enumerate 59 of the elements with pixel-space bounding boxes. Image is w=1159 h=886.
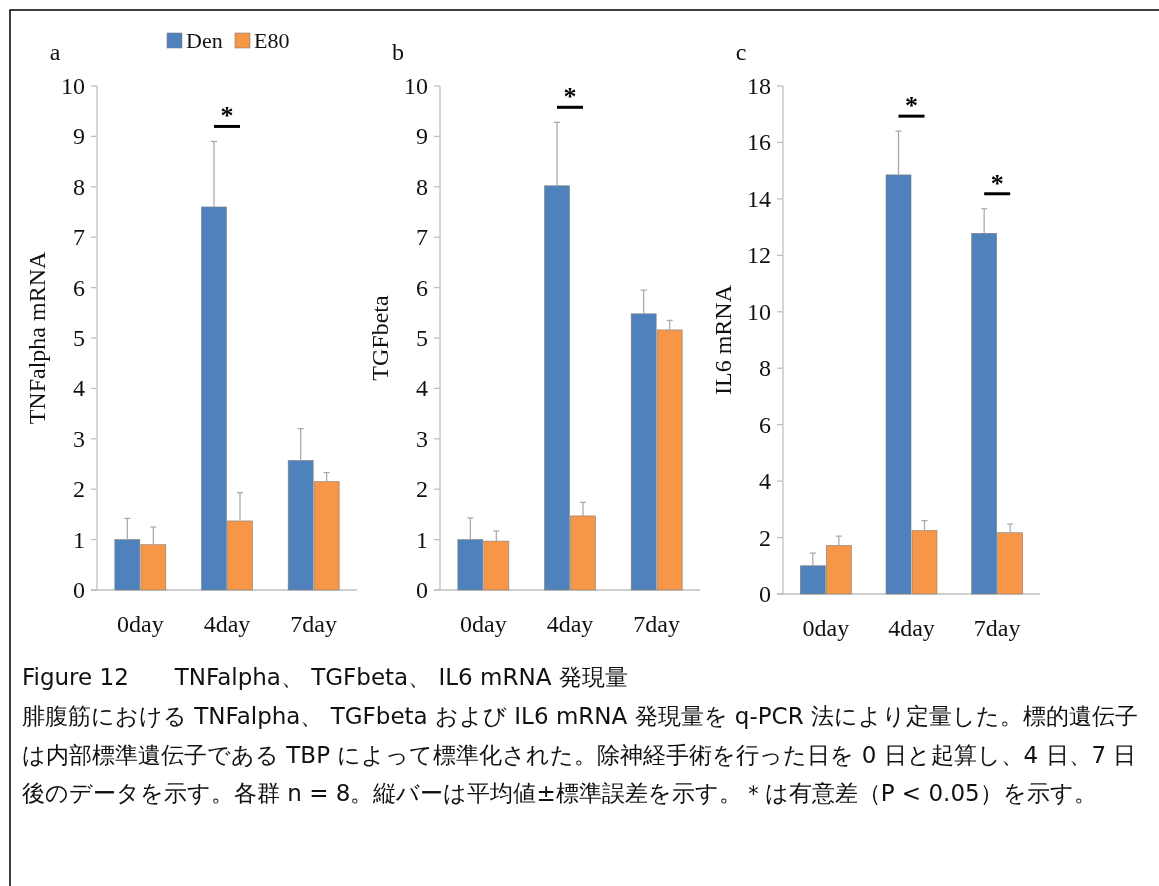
- legend-label: E80: [254, 28, 290, 53]
- chart-title: a: [49, 39, 61, 65]
- annotation: *: [990, 168, 1004, 198]
- y-tick-label: 10: [747, 298, 771, 325]
- y-tick-label: 8: [73, 173, 85, 200]
- y-tick-label: 5: [416, 325, 428, 351]
- y-tick-label: 8: [416, 173, 428, 200]
- x-tick-label: 7day: [290, 611, 337, 637]
- y-tick-label: 4: [73, 375, 85, 402]
- significance-bracket: *: [557, 82, 583, 112]
- y-tick-label: 10: [61, 73, 85, 99]
- x-tick-label: 0day: [117, 611, 164, 637]
- significance-bracket: *: [984, 168, 1011, 198]
- chart-title: b: [392, 39, 404, 65]
- annotation: *: [905, 91, 918, 121]
- significance-bracket: *: [898, 91, 925, 121]
- x-tick-label: 4day: [546, 611, 594, 637]
- y-tick-label: 1: [416, 526, 428, 553]
- y-tick-label: 9: [416, 123, 428, 150]
- y-tick-label: 1: [73, 526, 85, 553]
- chart-title: c: [735, 39, 747, 65]
- y-tick-label: 0: [759, 581, 771, 607]
- significance-bracket: *: [214, 101, 240, 131]
- y-tick-label: 2: [759, 524, 771, 551]
- y-tick-label: 3: [416, 425, 428, 452]
- y-tick-label: 10: [404, 73, 428, 99]
- x-tick-label: 0day: [460, 611, 507, 637]
- x-tick-label: 0day: [802, 615, 850, 641]
- y-tick-label: 8: [759, 355, 771, 382]
- y-axis-title: TGFbeta: [367, 295, 393, 381]
- y-tick-label: 6: [73, 274, 85, 301]
- y-tick-label: 16: [747, 129, 771, 156]
- caption: Figure 12 TNFalpha、 TGFbeta、 IL6 mRNA 発現量: [22, 663, 629, 692]
- text: 腓腹筋における TNFalpha、 TGFbeta および IL6 mRNA 発現量を q-PCR 法により定量した。標的遺伝子は内部標準遺伝子である TBP によって標準化された。除神経手術を行った日を 0 日と起算し、4 日、7 日後のデータを示す。各群 n = 8。縦バーは平均値±標準誤差を示す。＊は有意差（P < 0.05）を示す。: [22, 702, 1139, 808]
- y-tick-label: 4: [759, 468, 771, 495]
- y-tick-label: 0: [416, 577, 428, 603]
- y-tick-label: 4: [416, 375, 428, 402]
- y-tick-label: 3: [73, 425, 85, 452]
- y-axis-title: TNFalpha mRNA: [24, 251, 50, 425]
- annotation: *: [220, 101, 234, 131]
- annotation: *: [563, 82, 577, 112]
- x-tick-label: 7day: [973, 615, 1021, 641]
- legend-label: Den: [186, 28, 223, 53]
- x-tick-label: 7day: [633, 611, 680, 637]
- y-tick-label: 12: [747, 242, 771, 269]
- y-tick-label: 18: [747, 73, 771, 99]
- y-axis-title: IL6 mRNA: [710, 284, 736, 395]
- y-tick-label: 14: [747, 185, 771, 212]
- y-tick-label: 6: [416, 274, 428, 301]
- y-tick-label: 0: [73, 577, 85, 603]
- y-tick-label: 6: [759, 411, 771, 438]
- y-tick-label: 2: [73, 476, 85, 503]
- x-tick-label: 4day: [203, 611, 251, 637]
- y-tick-label: 7: [73, 224, 85, 251]
- y-tick-label: 7: [416, 224, 428, 251]
- y-tick-label: 2: [416, 476, 428, 503]
- y-tick-label: 9: [73, 123, 85, 150]
- x-tick-label: 4day: [888, 615, 935, 641]
- y-tick-label: 5: [73, 325, 85, 351]
